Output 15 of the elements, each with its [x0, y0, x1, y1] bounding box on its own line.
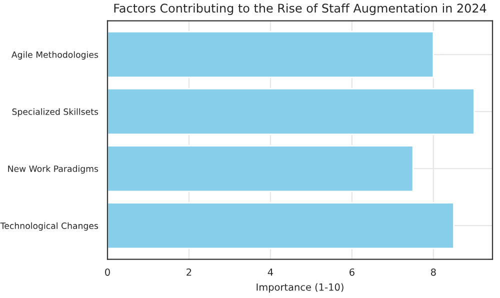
x-tick-label: 6 [350, 268, 354, 276]
x-tick-label: 4 [268, 268, 274, 276]
bar [108, 202, 454, 250]
chart-title: Factors Contributing to the Rise of Staff Augmentation in 2024 [114, 3, 486, 16]
x-tick-label: 0 [105, 268, 110, 276]
y-tick-label: New Work Paradigms [8, 165, 98, 174]
y-tick-label: Technological Changes [0, 222, 98, 231]
y-tick-label: Specialized Skillsets [12, 108, 98, 117]
x-tick-label: 2 [186, 268, 192, 276]
x-tick-label: 8 [430, 268, 436, 276]
bar [108, 31, 434, 78]
bar [108, 88, 475, 136]
x-axis-title: Importance (1-10) [256, 283, 344, 293]
y-tick-label: Agile Methodologies [11, 51, 98, 60]
bar [108, 145, 414, 192]
